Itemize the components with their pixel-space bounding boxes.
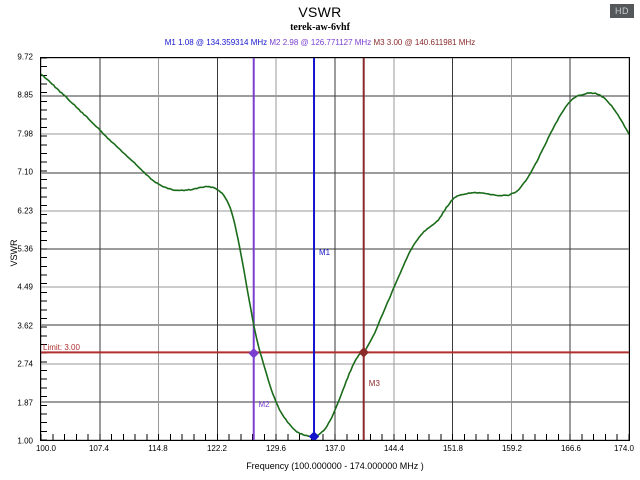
x-tick-label: 159.2 bbox=[501, 444, 523, 453]
y-tick-label: 7.98 bbox=[17, 129, 33, 139]
x-axis-title: Frequency (100.000000 - 174.000000 MHz ) bbox=[246, 461, 424, 471]
x-axis-tick-labels: 100.0 107.4 114.8 122.2 129.6 137.0 144.4 151.8… bbox=[36, 444, 634, 458]
marker-label-m2: M2 bbox=[258, 400, 270, 410]
y-tick-label: 3.62 bbox=[17, 321, 33, 331]
chart-subtitle: terek-aw-6vhf bbox=[290, 22, 350, 33]
marker-legend-m3: M3 3.00 @ 140.611981 MHz bbox=[373, 38, 476, 47]
y-tick-label: 4.49 bbox=[17, 282, 33, 292]
y-axis-tick-labels: 9.72 8.85 7.98 7.10 6.23 5.36 4.49 3.62 2.74 1.87… bbox=[0, 53, 38, 446]
chart-title: VSWR bbox=[298, 4, 342, 20]
marker-legend: M1 1.08 @ 134.359314 MHz M2 2.98 @ 126.7… bbox=[0, 38, 640, 47]
marker-legend-m1: M1 1.08 @ 134.359314 MHz bbox=[164, 38, 268, 47]
y-tick-label: 1.00 bbox=[17, 436, 33, 446]
y-tick-label: 2.74 bbox=[17, 359, 33, 369]
marker-label-m3: M3 bbox=[368, 379, 380, 389]
limit-line-label: Limit: 3.00 bbox=[43, 342, 80, 352]
y-axis-title: VSWR bbox=[9, 239, 19, 267]
x-tick-label: 122.2 bbox=[206, 444, 228, 453]
marker-legend-m2: M2 2.98 @ 126.771127 MHz bbox=[269, 38, 372, 47]
hd-badge[interactable]: HD bbox=[610, 4, 634, 18]
x-tick-label: 129.6 bbox=[265, 444, 287, 453]
marker-label-m1: M1 bbox=[318, 248, 331, 258]
x-tick-label: 174.0 bbox=[613, 444, 635, 453]
y-tick-label: 1.87 bbox=[17, 398, 33, 408]
vswr-plot-svg bbox=[41, 58, 629, 440]
x-tick-label: 114.8 bbox=[148, 444, 168, 453]
y-tick-label: 7.10 bbox=[17, 167, 33, 177]
y-tick-label: 8.85 bbox=[17, 90, 33, 100]
x-tick-label: 100.0 bbox=[35, 444, 57, 453]
y-tick-label: 9.72 bbox=[17, 52, 33, 62]
x-tick-label: 137.0 bbox=[324, 444, 346, 453]
y-tick-label: 5.36 bbox=[17, 244, 33, 254]
x-tick-label: 107.4 bbox=[88, 444, 110, 453]
y-tick-label: 6.23 bbox=[17, 206, 33, 216]
plot-area[interactable]: Limit: 3.00 M1 M2 M3 ЗАО "Вива-Телеком" … bbox=[40, 57, 630, 441]
x-tick-label: 166.6 bbox=[560, 444, 582, 453]
x-tick-label: 144.4 bbox=[383, 444, 405, 453]
x-tick-label: 151.8 bbox=[442, 444, 464, 453]
